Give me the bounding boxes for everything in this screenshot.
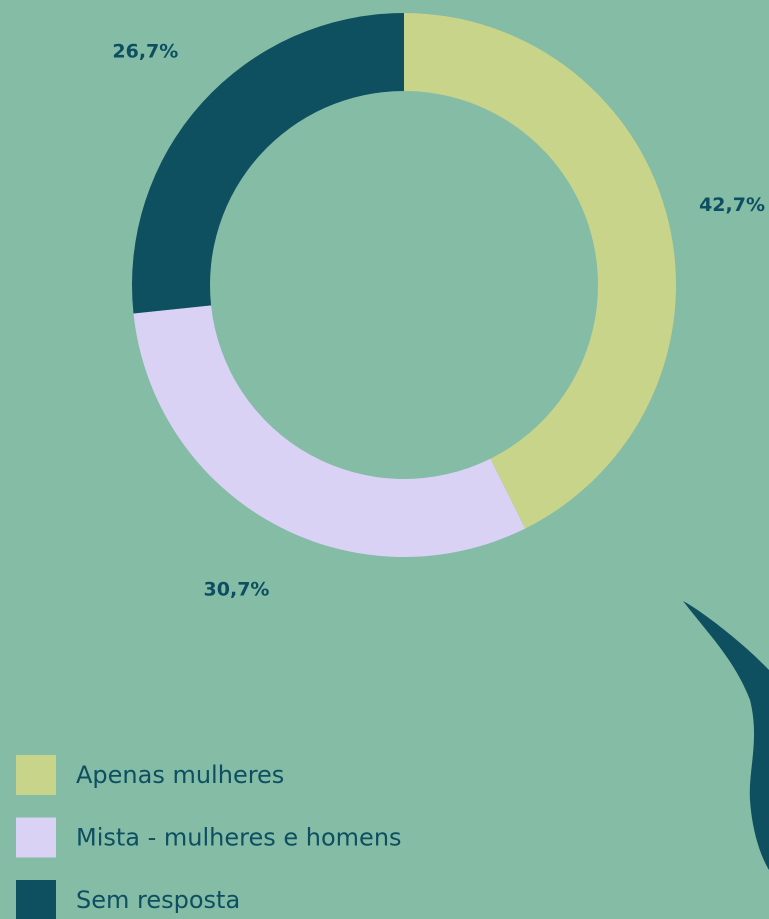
legend-label: Sem resposta — [76, 886, 240, 914]
legend-swatch — [16, 818, 56, 858]
legend-swatch — [16, 880, 56, 919]
legend-label: Apenas mulheres — [76, 761, 284, 789]
page: {"chart_data": {"type": "donut", "catego… — [0, 0, 769, 919]
decoration — [683, 601, 769, 870]
legend-label: Mista - mulheres e homens — [76, 824, 402, 852]
value-label: 30,7% — [204, 579, 270, 601]
chart: 42,7% 30,7% 26,7% Apenas mulheres Mista - mu… — [0, 0, 769, 919]
value-label: 26,7% — [112, 41, 178, 63]
donut-slice — [404, 13, 676, 529]
value-label: 42,7% — [699, 194, 765, 216]
legend-swatch — [16, 755, 56, 795]
donut-slice — [134, 305, 526, 557]
